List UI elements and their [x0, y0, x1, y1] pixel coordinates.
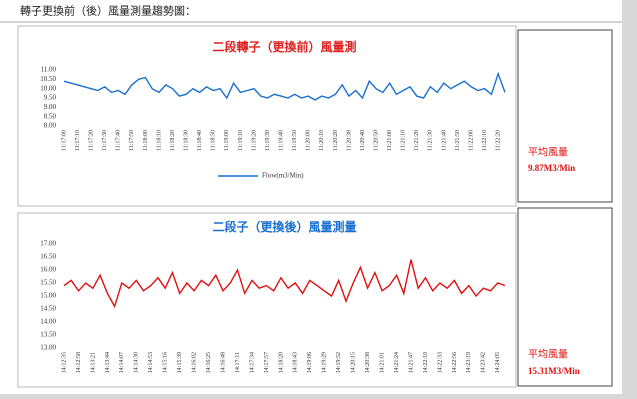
x-tick-label: 11:18:20 — [170, 130, 176, 151]
x-tick-label: 11:18:40 — [197, 130, 203, 151]
x-tick-label: 14:21:01 — [379, 352, 385, 373]
x-tick-label: 14:16:02 — [192, 352, 198, 373]
y-tick-label: 8.00 — [44, 122, 57, 130]
x-tick-label: 14:16:25 — [206, 352, 212, 373]
x-tick-label: 11:22:20 — [496, 130, 502, 151]
y-tick-label: 15.00 — [40, 292, 56, 300]
x-tick-label: 11:19:50 — [292, 130, 298, 151]
x-tick-label: 14:12:35 — [61, 352, 67, 373]
x-tick-label: 14:18:20 — [278, 352, 284, 373]
x-tick-label: 11:19:10 — [238, 130, 244, 151]
x-tick-label: 11:17:40 — [116, 130, 122, 151]
note-value: 9.87M3/Min — [528, 163, 575, 173]
y-tick-label: 16.50 — [40, 253, 56, 261]
x-tick-label: 11:17:00 — [61, 130, 67, 151]
x-tick-label: 11:20:20 — [333, 130, 339, 151]
x-tick-label: 11:17:30 — [102, 130, 108, 151]
chart-frame — [17, 212, 517, 388]
x-tick-label: 14:13:21 — [90, 352, 96, 373]
x-tick-label: 11:21:30 — [428, 130, 434, 151]
x-tick-label: 11:21:00 — [387, 130, 393, 151]
x-tick-label: 14:21:47 — [408, 352, 414, 373]
x-tick-label: 11:17:50 — [129, 130, 135, 151]
y-tick-label: 9.00 — [44, 103, 57, 111]
y-tick-label: 16.00 — [40, 266, 56, 274]
note-label: 平均風量 — [528, 348, 568, 360]
x-tick-label: 11:19:40 — [278, 130, 284, 151]
x-tick-label: 14:17:57 — [264, 352, 270, 373]
y-tick-label: 10.50 — [40, 75, 56, 83]
x-tick-label: 11:17:10 — [75, 130, 81, 151]
y-tick-label: 13.50 — [40, 331, 56, 339]
y-tick-label: 14.50 — [40, 305, 56, 313]
y-tick-label: 14.00 — [40, 318, 56, 326]
x-tick-label: 11:20:40 — [360, 130, 366, 151]
x-tick-label: 14:14:07 — [119, 352, 125, 373]
x-tick-label: 11:18:00 — [143, 130, 149, 151]
x-tick-label: 14:23:42 — [481, 352, 487, 373]
x-tick-label: 14:16:48 — [220, 352, 226, 373]
x-tick-label: 11:17:20 — [89, 130, 95, 151]
heading: 轉子更換前（後）風量測量趨勢圖： — [20, 4, 196, 18]
x-tick-label: 14:18:43 — [293, 352, 299, 373]
x-tick-label: 14:12:58 — [76, 352, 82, 373]
x-tick-label: 11:22:00 — [468, 130, 474, 151]
x-tick-label: 14:20:38 — [365, 352, 371, 373]
chart-title: 二段子（更換後）風量測量 — [212, 219, 356, 234]
y-tick-label: 11.00 — [41, 66, 57, 74]
x-tick-label: 11:21:20 — [414, 130, 420, 151]
y-tick-label: 13.00 — [40, 344, 56, 352]
x-tick-label: 14:24:05 — [495, 352, 501, 373]
x-tick-label: 14:13:44 — [105, 352, 111, 373]
x-tick-label: 14:22:10 — [423, 352, 429, 373]
y-tick-label: 10.00 — [40, 84, 56, 92]
x-tick-label: 14:21:24 — [394, 352, 400, 373]
x-tick-label: 11:22:10 — [482, 130, 488, 151]
x-tick-label: 14:22:33 — [437, 352, 443, 373]
x-tick-label: 11:18:30 — [183, 130, 189, 151]
x-tick-label: 11:20:30 — [346, 130, 352, 151]
x-tick-label: 14:15:39 — [177, 352, 183, 373]
x-tick-label: 11:18:10 — [156, 130, 162, 151]
y-tick-label: 9.50 — [44, 94, 57, 102]
data-line — [63, 71, 506, 101]
chart-title: 二段轉子（更換前）風量測 — [212, 39, 356, 54]
x-tick-label: 11:19:30 — [265, 130, 271, 151]
x-tick-label: 14:19:52 — [336, 352, 342, 373]
x-tick-label: 11:19:20 — [251, 130, 257, 151]
note-box — [517, 29, 613, 203]
x-tick-label: 14:22:56 — [452, 352, 458, 373]
y-tick-label: 8.50 — [44, 112, 57, 120]
x-tick-label: 11:20:00 — [306, 130, 312, 151]
x-tick-label: 14:14:30 — [134, 352, 140, 373]
x-tick-label: 14:17:34 — [249, 352, 255, 373]
note-value: 15.31M3/Min — [528, 366, 580, 376]
x-tick-label: 14:20:15 — [351, 352, 357, 373]
y-tick-label: 17.00 — [40, 240, 56, 248]
x-tick-label: 11:21:10 — [401, 130, 407, 151]
x-tick-label: 11:18:50 — [211, 130, 217, 151]
x-tick-label: 11:21:40 — [441, 130, 447, 151]
note-label: 平均風量 — [528, 146, 568, 158]
x-tick-label: 14:17:11 — [235, 352, 241, 373]
y-tick-label: 15.50 — [40, 279, 56, 287]
x-tick-label: 11:20:10 — [319, 130, 325, 151]
x-tick-label: 14:14:53 — [148, 352, 154, 373]
chart-frame — [17, 25, 517, 207]
data-line — [63, 259, 506, 309]
note-box — [517, 207, 613, 387]
x-tick-label: 14:19:29 — [322, 352, 328, 373]
x-tick-label: 14:19:06 — [307, 352, 313, 373]
x-tick-label: 14:23:19 — [466, 352, 472, 373]
x-tick-label: 14:15:16 — [163, 352, 169, 373]
x-tick-label: 11:20:50 — [373, 130, 379, 151]
x-tick-label: 11:21:50 — [455, 130, 461, 151]
legend-label: Flow(m3/Min) — [262, 172, 304, 180]
x-tick-label: 11:19:00 — [224, 130, 230, 151]
